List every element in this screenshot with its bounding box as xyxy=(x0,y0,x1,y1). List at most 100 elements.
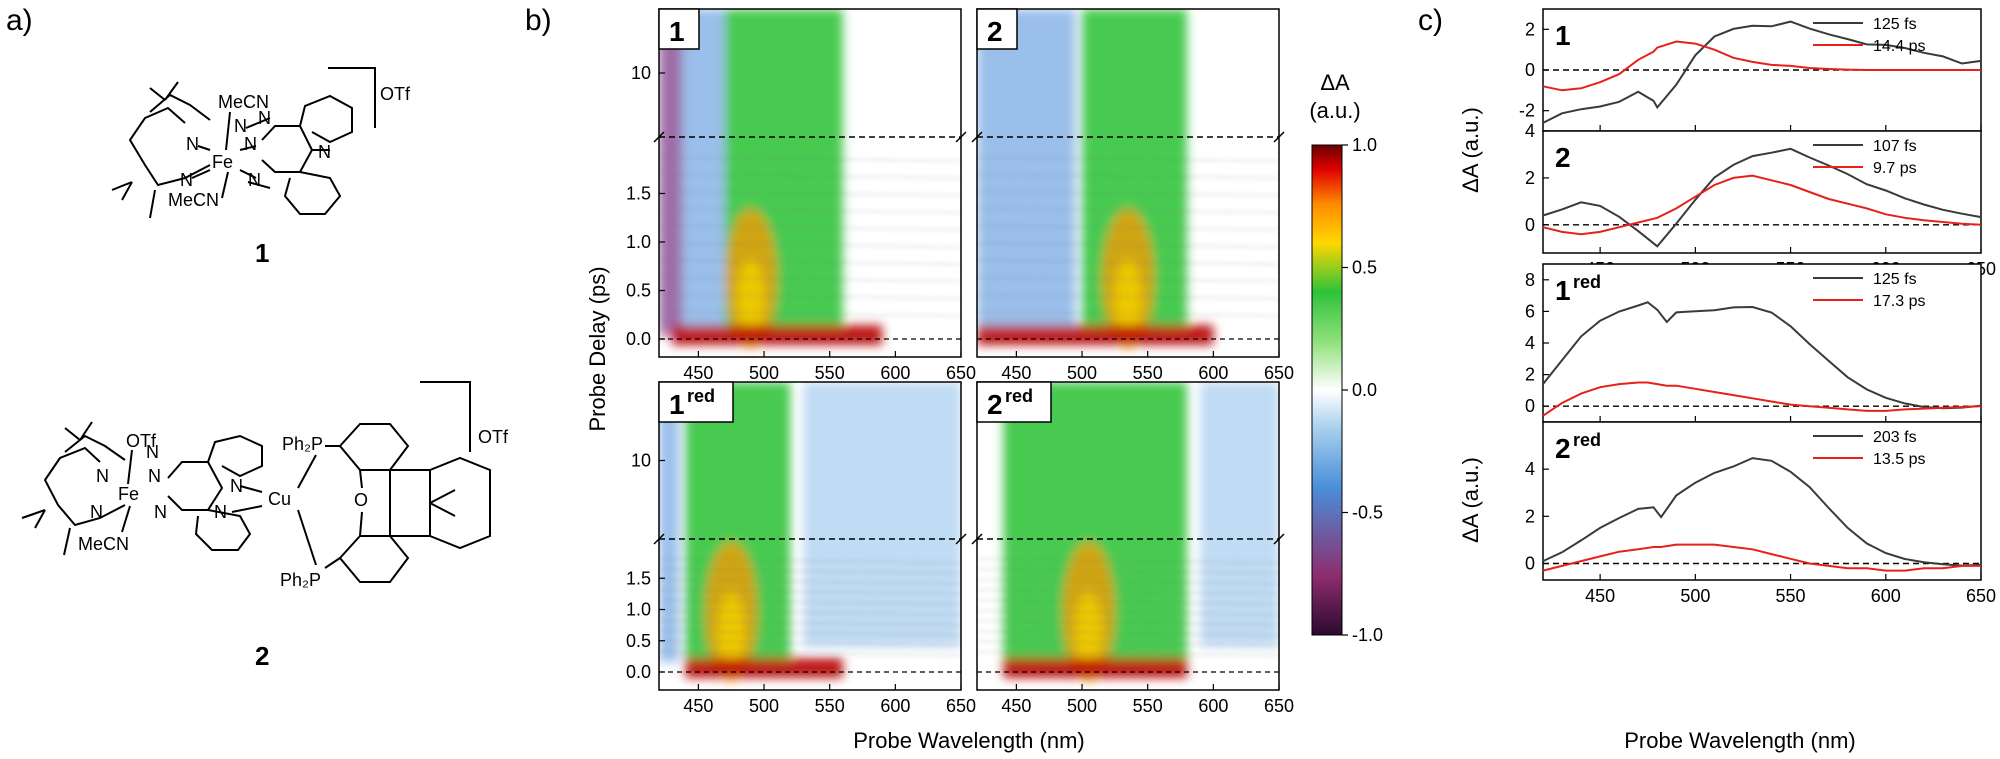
gem-dimethyl-1c xyxy=(111,181,133,191)
axis-break-mark xyxy=(971,533,983,545)
heatmap-contour xyxy=(659,651,961,657)
tile-label-sup: red xyxy=(687,386,715,406)
macrocycle-left-2 xyxy=(43,446,126,527)
s2-p-bottom: Ph₂P xyxy=(280,570,321,590)
axis-break-mark xyxy=(1273,533,1285,545)
spectrum-panel-3: 125 fs 17.3 ps 1 red 0 2 4 6 8 xyxy=(1525,263,1982,423)
colorbar-title-line2: (a.u.) xyxy=(1309,98,1360,123)
heatmap-contour xyxy=(659,225,961,231)
xanthene-o-bottom xyxy=(359,511,363,537)
heatmap-blobs xyxy=(1003,382,1279,682)
fe-n-left-bottom xyxy=(191,169,211,179)
axis-break-mark xyxy=(1273,131,1285,143)
counterion-bracket-2 xyxy=(420,381,471,452)
tile-label-sup: red xyxy=(1005,386,1033,406)
fe-n-left-top xyxy=(197,145,211,151)
panel-label-c: c) xyxy=(1418,4,1443,37)
heatmap-contour xyxy=(977,610,1279,615)
structure-2-atoms: OTf MeCN Fe N N N N N N N Cu O Ph₂P Ph₂P… xyxy=(78,427,509,590)
series-line-late xyxy=(1542,40,1981,92)
gem-dimethyl-2d xyxy=(34,509,46,529)
s1-n1: N xyxy=(186,134,199,154)
heatmap-contour xyxy=(659,242,961,248)
heatmap-contour xyxy=(659,599,961,605)
tile-label: 2 xyxy=(987,16,1003,47)
heatmap-contour xyxy=(977,225,1279,231)
s1-n5: N xyxy=(234,116,247,136)
panel-label-b: b) xyxy=(525,4,552,37)
n-bridge-bottom xyxy=(247,181,271,189)
x-tick-label: 500 xyxy=(1067,363,1097,383)
gem-dimethyl-2a xyxy=(64,427,81,441)
heatmap-contour xyxy=(659,208,961,214)
x-tick-label: 500 xyxy=(749,363,779,383)
heatmap-frame xyxy=(976,381,1280,691)
heatmap-contour xyxy=(659,630,961,636)
s1-n6: N xyxy=(318,142,331,162)
x-tick-label: 600 xyxy=(1198,696,1228,716)
aryl-ring-top xyxy=(299,94,353,144)
spectrum-frame xyxy=(1542,421,1982,581)
heatmap-frame xyxy=(976,8,1280,358)
x-tick-label: 450 xyxy=(683,363,713,383)
maps-xlabel: Probe Wavelength (nm) xyxy=(853,728,1085,753)
x-tick-label: 650 xyxy=(1966,586,1996,606)
heatmap-contour xyxy=(659,558,961,564)
y-tick-label: 2 xyxy=(1525,168,1535,188)
spectrum-panel-2: 107 fs9.7 ps2024450500550600650 xyxy=(1525,121,1996,279)
y-tick-label: 4 xyxy=(1525,459,1535,479)
axis-break-mark xyxy=(971,131,983,143)
x-tick-label: 450 xyxy=(1001,696,1031,716)
heatmap-frame xyxy=(658,381,962,691)
x-tick-label: 450 xyxy=(1001,363,1031,383)
series-line-early xyxy=(1542,147,1982,248)
spectrum-label: 2 xyxy=(1555,433,1571,464)
structure-1 xyxy=(111,67,376,219)
structure-2-label: 2 xyxy=(255,641,269,671)
heatmap-contour xyxy=(977,208,1279,214)
y-tick-label: 6 xyxy=(1525,301,1535,321)
s1-n3: N xyxy=(180,170,193,190)
heatmap-streaks xyxy=(659,558,961,657)
heatmap-fill xyxy=(659,382,961,690)
s2-fe: Fe xyxy=(118,484,139,504)
aryl-ring-bottom-2 xyxy=(194,509,252,551)
gem-dimethyl-1b xyxy=(164,81,179,101)
xantphos-ring-right xyxy=(429,456,491,550)
n-cu-top xyxy=(239,485,263,493)
aryl-ring-bottom xyxy=(283,171,342,215)
heatmap-blobs xyxy=(977,9,1214,349)
heatmap-layer: 1 450 500 550 600 650 0.0 0.5 1.0 1.5 10 2 450 500 550… xyxy=(626,8,1294,716)
s2-n2: N xyxy=(148,466,161,486)
heatmap-contour xyxy=(659,294,961,300)
spectra-xlabel: Probe Wavelength (nm) xyxy=(1624,728,1856,753)
s1-fe: Fe xyxy=(212,152,233,172)
counterion-bracket-1 xyxy=(328,67,376,128)
heatmap-contour xyxy=(659,276,961,282)
structure-2 xyxy=(21,381,491,583)
axial-bond-top-2 xyxy=(127,449,133,485)
x-tick-label: 600 xyxy=(880,696,910,716)
s1-n2: N xyxy=(244,134,257,154)
heatmap-contour xyxy=(977,568,1279,574)
heatmap-contour xyxy=(659,173,961,179)
spectra-ylabel-top: ΔA (a.u.) xyxy=(1458,107,1483,193)
colorbar-tick-label: 0.0 xyxy=(1352,380,1377,400)
series-line-late xyxy=(1542,381,1982,417)
heatmap-contour xyxy=(977,599,1279,605)
y-tick-label: 2 xyxy=(1525,365,1535,385)
y-tick-label: 4 xyxy=(1525,333,1535,353)
y-tick-label: 0 xyxy=(1525,553,1535,573)
macrocycle-left xyxy=(128,106,211,187)
heatmap-deep-negative xyxy=(659,9,682,337)
axis-break-mark xyxy=(653,131,665,143)
cu-p-bottom xyxy=(297,509,317,566)
heatmap-contour xyxy=(977,620,1279,626)
heatmap-contour xyxy=(659,579,961,585)
x-tick-label: 550 xyxy=(815,696,845,716)
fe-n-right-top xyxy=(239,145,257,151)
y-tick-label: 1.5 xyxy=(626,184,651,204)
